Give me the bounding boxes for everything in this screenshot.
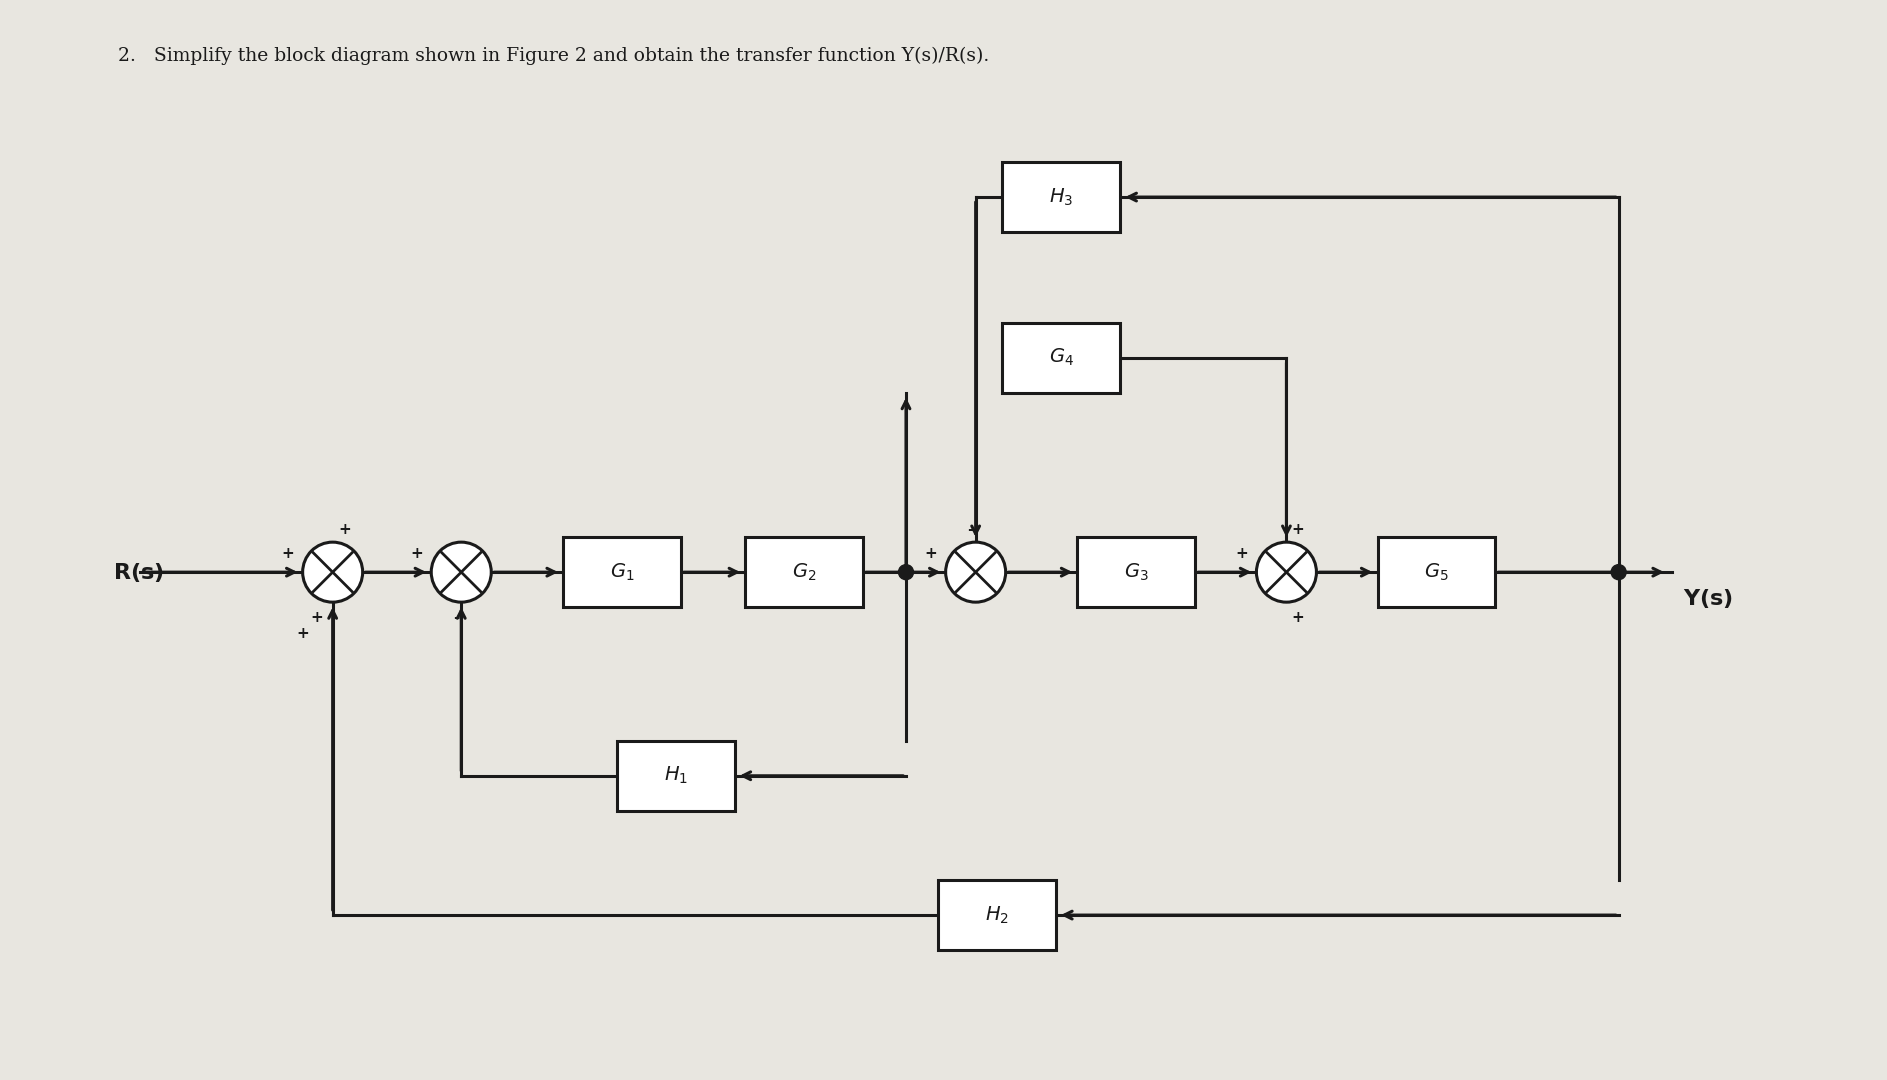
Bar bbox=[1378, 538, 1495, 607]
Circle shape bbox=[1257, 542, 1317, 603]
Text: $H_1$: $H_1$ bbox=[664, 765, 687, 786]
Circle shape bbox=[432, 542, 491, 603]
Text: +: + bbox=[281, 546, 294, 562]
Text: $H_2$: $H_2$ bbox=[985, 904, 1010, 926]
Bar bbox=[1002, 323, 1121, 393]
Circle shape bbox=[1611, 565, 1627, 580]
Text: +: + bbox=[1293, 609, 1304, 624]
Bar bbox=[1002, 162, 1121, 232]
Text: $\mathbf{Y(s)}$: $\mathbf{Y(s)}$ bbox=[1683, 588, 1732, 610]
Text: 2.   Simplify the block diagram shown in Figure 2 and obtain the transfer functi: 2. Simplify the block diagram shown in F… bbox=[119, 48, 989, 65]
Text: $G_2$: $G_2$ bbox=[793, 562, 817, 583]
Circle shape bbox=[302, 542, 362, 603]
Text: $G_3$: $G_3$ bbox=[1125, 562, 1149, 583]
Bar bbox=[617, 741, 734, 811]
Text: +: + bbox=[309, 609, 323, 624]
Text: $G_5$: $G_5$ bbox=[1425, 562, 1449, 583]
Text: -: - bbox=[453, 609, 459, 624]
Text: +: + bbox=[296, 625, 309, 640]
Text: $G_1$: $G_1$ bbox=[610, 562, 634, 583]
Bar bbox=[1077, 538, 1194, 607]
Bar bbox=[745, 538, 862, 607]
Text: +: + bbox=[338, 522, 351, 537]
Text: -: - bbox=[968, 522, 974, 537]
Text: $H_3$: $H_3$ bbox=[1049, 187, 1074, 207]
Text: +: + bbox=[1236, 546, 1247, 562]
Text: +: + bbox=[409, 546, 423, 562]
Text: +: + bbox=[1293, 522, 1304, 537]
Text: $G_4$: $G_4$ bbox=[1049, 347, 1074, 368]
Text: +: + bbox=[925, 546, 938, 562]
Text: $\mathbf{R(s)}$: $\mathbf{R(s)}$ bbox=[113, 561, 164, 583]
Circle shape bbox=[945, 542, 1006, 603]
Bar bbox=[562, 538, 681, 607]
Bar bbox=[938, 880, 1057, 950]
Circle shape bbox=[898, 565, 913, 580]
